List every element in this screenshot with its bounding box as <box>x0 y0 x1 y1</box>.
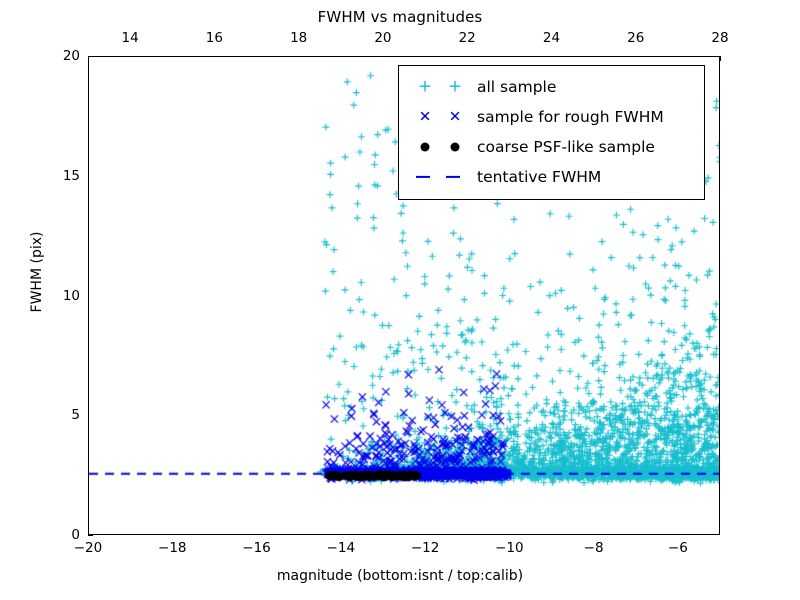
x-tick-label-bottom: −20 <box>73 540 103 556</box>
x-tick-label-bottom: −12 <box>410 540 440 556</box>
dashed-line-icon <box>409 164 471 190</box>
page-title: FWHM vs magnitudes <box>317 8 483 26</box>
x-tick-label-bottom: −8 <box>583 540 604 556</box>
x-tick-label-bottom: −18 <box>158 540 187 556</box>
cross-icon: ✕ ✕ <box>418 107 462 126</box>
x-tick-label-top: 18 <box>290 30 308 46</box>
legend-item-all-sample: + + all sample <box>399 72 704 102</box>
y-tick-label: 10 <box>62 287 80 304</box>
x-tick-label-top: 14 <box>121 30 139 46</box>
legend-label-psf-sample: coarse PSF-like sample <box>477 138 655 156</box>
x-tick-label-top: 26 <box>627 30 645 46</box>
dot-icon <box>409 134 471 160</box>
legend-item-rough-fwhm: ✕ ✕ sample for rough FWHM <box>399 102 704 132</box>
x-tick-label-top: 20 <box>374 30 392 46</box>
x-tick-mark-top <box>720 56 722 61</box>
y-tick-label: 5 <box>71 407 80 424</box>
y-tick-label: 0 <box>71 527 80 543</box>
legend-label-tentative-fwhm: tentative FWHM <box>477 168 602 186</box>
x-tick-label-bottom: −6 <box>667 540 688 556</box>
x-tick-label-bottom: −10 <box>495 540 524 556</box>
x-tick-label-top: 24 <box>542 30 561 46</box>
plus-icon: + + <box>417 76 463 97</box>
y-tick-label: 15 <box>62 167 80 184</box>
legend-box: + + all sample ✕ ✕ sample for rough FWHM… <box>398 65 705 200</box>
y-tick-label: 20 <box>62 48 80 64</box>
x-tick-label-top: 22 <box>458 30 476 46</box>
x-axis-label: magnitude (bottom:isnt / top:calib) <box>276 568 524 584</box>
x-tick-label-top: 16 <box>205 30 223 46</box>
x-tick-label-top: 28 <box>711 30 729 46</box>
legend-item-psf-sample: coarse PSF-like sample <box>399 132 704 162</box>
legend-item-tentative-fwhm: tentative FWHM <box>399 162 704 192</box>
x-tick-label-bottom: −14 <box>326 540 356 556</box>
legend-label-rough-fwhm: sample for rough FWHM <box>477 108 664 126</box>
x-tick-label-bottom: −16 <box>242 540 271 556</box>
y-tick-mark <box>88 535 93 537</box>
legend-label-all-sample: all sample <box>477 78 557 96</box>
